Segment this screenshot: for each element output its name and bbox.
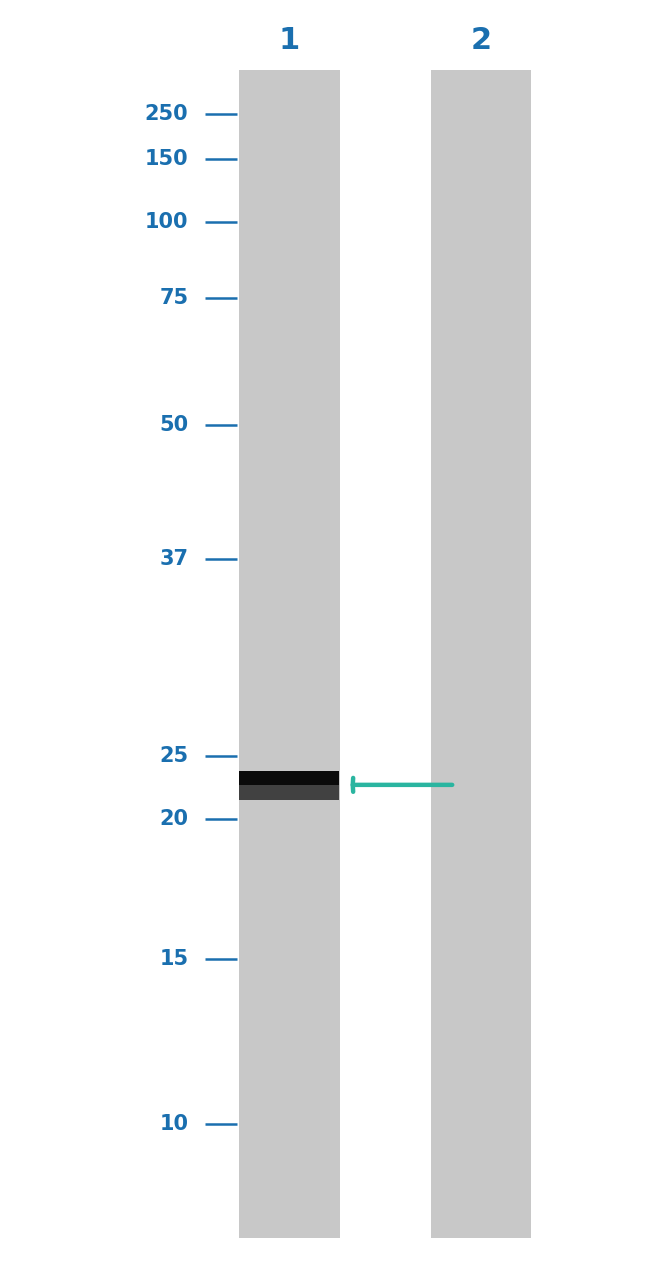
Text: 20: 20 <box>159 809 188 829</box>
Text: 10: 10 <box>159 1114 188 1134</box>
Text: 250: 250 <box>145 104 188 124</box>
Text: 25: 25 <box>159 745 188 766</box>
Text: 1: 1 <box>279 27 300 55</box>
Bar <box>239 771 339 785</box>
Text: 2: 2 <box>471 27 491 55</box>
Bar <box>239 70 339 1238</box>
Bar <box>239 785 339 800</box>
Text: 100: 100 <box>145 212 188 232</box>
Text: 15: 15 <box>159 949 188 969</box>
Text: 150: 150 <box>145 149 188 169</box>
Text: 37: 37 <box>159 549 188 569</box>
Bar <box>430 70 532 1238</box>
Text: 75: 75 <box>159 288 188 309</box>
Text: 50: 50 <box>159 415 188 436</box>
